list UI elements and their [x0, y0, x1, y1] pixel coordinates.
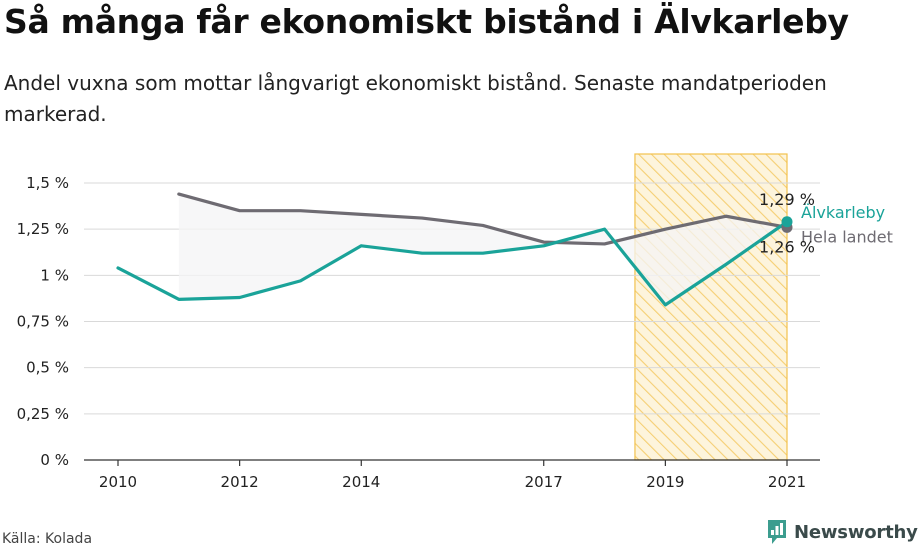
series-name-label: Hela landet: [801, 227, 893, 246]
x-tick-label: 2012: [221, 473, 259, 491]
y-tick-label: 0,25 %: [17, 405, 69, 423]
chart-subtitle: Andel vuxna som mottar långvarigt ekonom…: [4, 71, 827, 126]
newsworthy-logo: Newsworthy: [766, 519, 918, 545]
x-tick-label: 2019: [646, 473, 684, 491]
series-line: [177, 192, 789, 246]
highlight-period: [634, 153, 788, 461]
x-tick-label: 2017: [525, 473, 563, 491]
series-name-label: Älvkarleby: [801, 203, 885, 222]
newsworthy-logo-icon: [768, 520, 786, 544]
x-tick-label: 2014: [342, 473, 380, 491]
x-tick-label: 2021: [768, 473, 806, 491]
y-tick-label: 0 %: [40, 451, 69, 469]
y-tick-label: 0,75 %: [17, 313, 69, 331]
brand-name: Newsworthy: [794, 521, 918, 543]
data-label: 1,26 %: [759, 237, 815, 256]
y-tick-label: 0,5 %: [26, 359, 69, 377]
x-tick-label: 2010: [99, 473, 137, 491]
source-note: Källa: Kolada: [2, 531, 93, 547]
chart-title: Så många får ekonomiskt bistånd i Älvkar…: [4, 2, 849, 41]
series-line: [116, 220, 789, 307]
y-tick-label: 1,25 %: [17, 220, 69, 238]
difference-band: [178, 194, 787, 305]
y-tick-label: 1 %: [40, 266, 69, 284]
data-label: 1,29 %: [759, 190, 815, 209]
y-tick-label: 1,5 %: [26, 174, 69, 192]
end-point: [781, 216, 793, 228]
